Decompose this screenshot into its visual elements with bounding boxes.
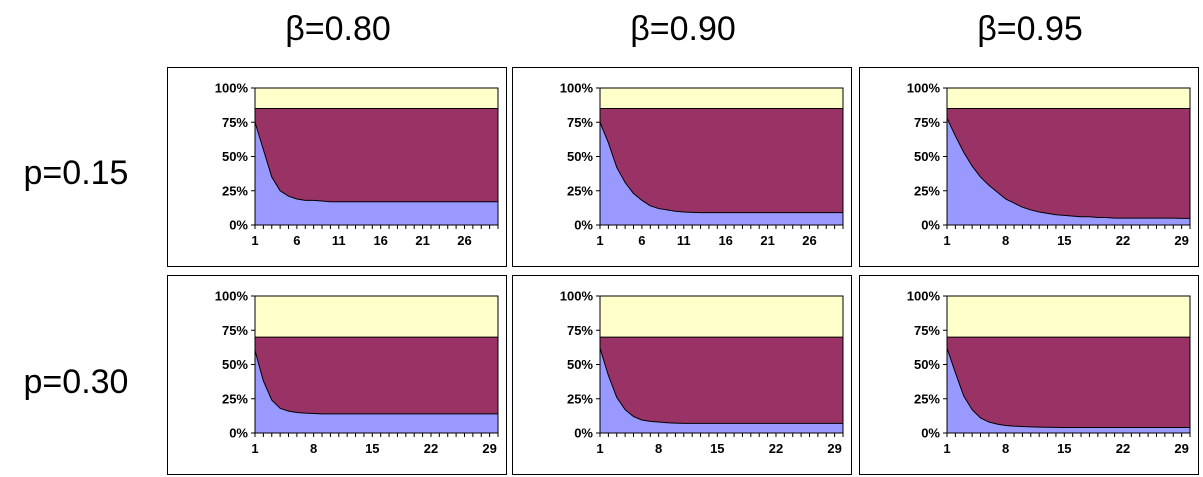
y-tick-label: 100% — [560, 289, 594, 304]
series-line-bottom — [254, 122, 498, 203]
x-tick-label: 11 — [677, 233, 691, 248]
series-line-bottom — [946, 347, 1190, 429]
row-label-0: p=0.15 — [24, 154, 129, 192]
area-top — [255, 88, 498, 109]
x-tick-label: 22 — [1116, 441, 1130, 456]
x-tick-label: 15 — [365, 441, 379, 456]
chart-panel-3: 0% 25% 50% 75% 100% 1 8 15 22 29 — [167, 275, 507, 475]
x-tick-label: 11 — [332, 233, 346, 248]
y-tick-label: 50% — [914, 357, 940, 372]
series-line-bottom — [599, 347, 843, 424]
x-tick-label: 8 — [310, 441, 317, 456]
series-line-bottom — [599, 122, 843, 214]
y-tick-label: 100% — [907, 81, 941, 96]
y-tick-label: 25% — [914, 391, 940, 406]
x-tick-label: 1 — [596, 441, 603, 456]
area-top — [947, 296, 1190, 338]
column-label-2: β=0.95 — [977, 10, 1083, 48]
y-tick-label: 50% — [222, 357, 248, 372]
chart-panel-2: 0% 25% 50% 75% 100% 1 8 15 22 29 — [859, 67, 1199, 267]
x-tick-label: 22 — [769, 441, 783, 456]
area-bottom — [947, 118, 1190, 225]
chart-panel-0: 0%25%50%75%100%1 6 11 16 21 26 — [167, 67, 507, 267]
x-tick-label: 26 — [457, 233, 471, 248]
area-middle — [255, 337, 498, 414]
x-tick-label: 22 — [424, 441, 438, 456]
area-bottom — [600, 348, 843, 433]
x-tick-label: 1 — [943, 441, 950, 456]
x-tick-label: 29 — [1174, 441, 1188, 456]
x-tick-label: 21 — [415, 233, 429, 248]
y-tick-label: 75% — [914, 115, 940, 130]
x-tick-label: 15 — [710, 441, 724, 456]
x-tick-label: 8 — [1002, 233, 1009, 248]
column-label-1: β=0.90 — [630, 10, 736, 48]
area-middle — [600, 108, 843, 213]
x-tick-label: 8 — [655, 441, 662, 456]
area-top — [255, 296, 498, 338]
area-middle — [947, 337, 1190, 428]
area-bottom — [255, 350, 498, 433]
area-top — [600, 88, 843, 109]
y-tick-label: 25% — [222, 183, 248, 198]
y-tick-label: 0% — [229, 218, 248, 233]
area-middle — [947, 108, 1190, 219]
x-tick-label: 1 — [251, 441, 258, 456]
x-tick-label: 1 — [943, 233, 950, 248]
area-top — [947, 88, 1190, 109]
y-tick-label: 100% — [907, 289, 941, 304]
x-tick-label: 6 — [293, 233, 300, 248]
series-line-bottom — [254, 350, 498, 415]
series-line-bottom — [946, 117, 1190, 219]
x-tick-label: 8 — [1002, 441, 1009, 456]
chart-panel-1: 0%25%50%75%100%1 6 11 16 21 26 — [512, 67, 852, 267]
y-tick-label: 25% — [222, 391, 248, 406]
y-tick-label: 75% — [567, 115, 593, 130]
y-tick-label: 0% — [574, 426, 593, 441]
y-tick-label: 100% — [215, 81, 249, 96]
x-tick-label: 15 — [1057, 441, 1071, 456]
chart-panel-4: 0% 25% 50% 75% 100% 1 8 15 22 29 — [512, 275, 852, 475]
y-tick-label: 75% — [222, 115, 248, 130]
y-tick-label: 75% — [567, 323, 593, 338]
x-tick-label: 29 — [482, 441, 496, 456]
y-tick-label: 0% — [921, 218, 940, 233]
y-tick-label: 75% — [222, 323, 248, 338]
area-bottom — [600, 122, 843, 225]
x-tick-label: 1 — [251, 233, 258, 248]
x-tick-label: 16 — [718, 233, 732, 248]
x-tick-label: 29 — [1174, 233, 1188, 248]
column-label-0: β=0.80 — [285, 10, 391, 48]
y-tick-label: 25% — [567, 391, 593, 406]
x-tick-label: 16 — [373, 233, 387, 248]
y-tick-label: 25% — [567, 183, 593, 198]
area-bottom — [255, 122, 498, 225]
x-tick-label: 26 — [802, 233, 816, 248]
x-tick-label: 15 — [1057, 233, 1071, 248]
y-tick-label: 50% — [222, 149, 248, 164]
x-tick-label: 1 — [596, 233, 603, 248]
y-tick-label: 25% — [914, 183, 940, 198]
x-tick-label: 22 — [1116, 233, 1130, 248]
x-tick-label: 29 — [827, 441, 841, 456]
y-tick-label: 0% — [921, 426, 940, 441]
x-tick-label: 6 — [638, 233, 645, 248]
area-top — [600, 296, 843, 338]
area-middle — [255, 108, 498, 202]
y-tick-label: 50% — [914, 149, 940, 164]
row-label-1: p=0.30 — [24, 363, 129, 401]
y-tick-label: 75% — [914, 323, 940, 338]
y-tick-label: 100% — [215, 289, 249, 304]
y-tick-label: 50% — [567, 357, 593, 372]
area-middle — [600, 337, 843, 424]
y-tick-label: 100% — [560, 81, 594, 96]
y-tick-label: 0% — [229, 426, 248, 441]
chart-panel-5: 0% 25% 50% 75% 100% 1 8 15 22 29 — [859, 275, 1199, 475]
y-tick-label: 0% — [574, 218, 593, 233]
x-tick-label: 21 — [760, 233, 774, 248]
area-bottom — [947, 348, 1190, 433]
chart-grid: 0%25%50%75%100%1 6 11 16 21 260%25%50%75%100%… — [167, 67, 1199, 475]
y-tick-label: 50% — [567, 149, 593, 164]
